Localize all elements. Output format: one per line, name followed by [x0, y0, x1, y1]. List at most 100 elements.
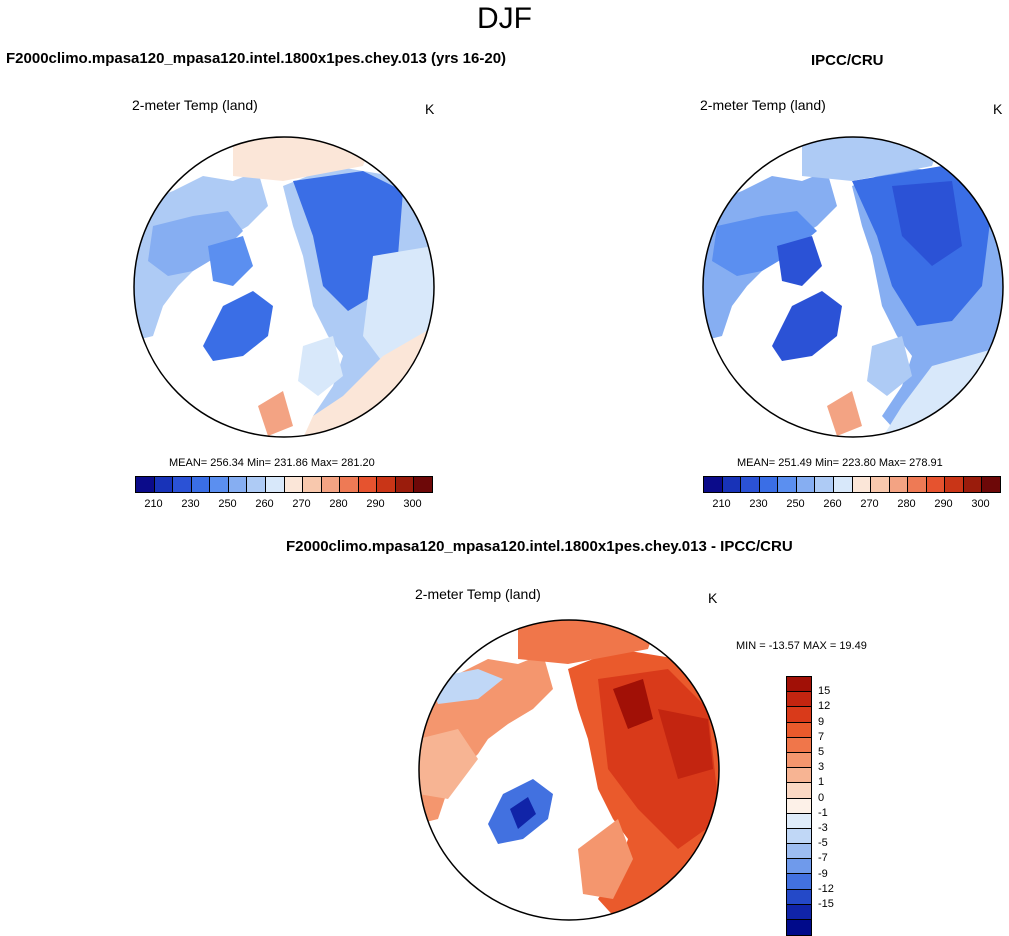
- colorbar-tick-label: 280: [897, 498, 916, 510]
- colorbar-swatch: [787, 920, 811, 936]
- colorbar-swatch: [787, 813, 811, 829]
- colorbar-swatch: [815, 477, 834, 492]
- obs-units-label: K: [993, 101, 1003, 117]
- colorbar-swatch: [210, 477, 229, 492]
- colorbar-swatch: [247, 477, 266, 492]
- model-map: [133, 136, 435, 438]
- colorbar-swatch: [340, 477, 359, 492]
- colorbar-swatch: [395, 477, 415, 492]
- colorbar-swatch: [787, 722, 811, 738]
- colorbar-tick-label: -12: [818, 882, 834, 895]
- colorbar-swatch: [321, 477, 341, 492]
- colorbar-swatch: [787, 752, 811, 769]
- colorbar-swatch: [963, 477, 983, 492]
- colorbar-tick-label: -15: [818, 898, 834, 910]
- colorbar-tick-label: 270: [292, 498, 311, 510]
- colorbar-tick-label: -3: [818, 822, 828, 834]
- colorbar-swatch: [787, 737, 811, 753]
- colorbar-tick-label: 270: [860, 498, 879, 510]
- colorbar-tick-label: 12: [818, 700, 831, 713]
- colorbar-swatch: [228, 477, 248, 492]
- colorbar-tick-label: 230: [749, 498, 768, 510]
- colorbar-swatch: [303, 477, 322, 492]
- colorbar-swatch: [796, 477, 816, 492]
- colorbar-tick-label: 5: [818, 746, 825, 758]
- page-title: DJF: [477, 2, 532, 35]
- diff-colorbar-ticks: 15 12 9 7 5 3 1 0 -1 -3 -5 -7 -9 -12 -15: [818, 676, 848, 936]
- colorbar-swatch: [377, 477, 396, 492]
- colorbar-swatch: [945, 477, 964, 492]
- colorbar-swatch: [759, 477, 779, 492]
- colorbar-swatch: [173, 477, 192, 492]
- colorbar-tick-label: 1: [818, 776, 825, 789]
- colorbar-tick-label: -9: [818, 867, 828, 880]
- colorbar-tick-label: -7: [818, 852, 828, 865]
- obs-map: [702, 136, 1004, 438]
- colorbar-swatch: [787, 904, 811, 920]
- colorbar-swatch: [833, 477, 853, 492]
- colorbar-swatch: [284, 477, 304, 492]
- colorbar-tick-label: 290: [366, 498, 385, 510]
- colorbar-tick-label: 250: [786, 498, 805, 510]
- colorbar-swatch: [787, 889, 811, 905]
- colorbar-tick-label: 9: [818, 715, 825, 728]
- colorbar-tick-label: -1: [818, 806, 828, 819]
- model-units-label: K: [425, 101, 435, 117]
- obs-colorbar-ticks: 210 230 250 260 270 280 290 300: [703, 498, 999, 512]
- diff-units-label: K: [708, 590, 718, 606]
- colorbar-tick-label: 290: [934, 498, 953, 510]
- colorbar-tick-label: 0: [818, 791, 825, 804]
- model-colorbar-ticks: 210 230 250 260 270 280 290 300: [135, 498, 431, 512]
- colorbar-swatch: [871, 477, 890, 492]
- model-panel-title: F2000climo.mpasa120_mpasa120.intel.1800x…: [6, 50, 507, 67]
- colorbar-swatch: [787, 707, 811, 723]
- colorbar-tick-label: 210: [144, 498, 163, 510]
- colorbar-tick-label: -5: [818, 837, 828, 850]
- colorbar-swatch: [787, 874, 811, 890]
- colorbar-swatch: [358, 477, 378, 492]
- colorbar-swatch: [889, 477, 909, 492]
- colorbar-swatch: [787, 859, 811, 875]
- colorbar-swatch: [787, 768, 811, 784]
- diff-colorbar: [786, 676, 812, 936]
- model-colorbar: [135, 476, 433, 493]
- colorbar-tick-label: 260: [255, 498, 274, 510]
- colorbar-swatch: [787, 798, 811, 814]
- obs-variable-label: 2-meter Temp (land): [700, 97, 826, 113]
- diff-stats: MIN = -13.57 MAX = 19.49: [736, 640, 867, 652]
- colorbar-swatch: [926, 477, 946, 492]
- colorbar-tick-label: 7: [818, 730, 825, 743]
- colorbar-swatch: [787, 692, 811, 708]
- colorbar-swatch: [787, 783, 811, 799]
- colorbar-swatch: [982, 477, 1000, 492]
- colorbar-swatch: [787, 828, 811, 845]
- colorbar-swatch: [908, 477, 927, 492]
- colorbar-tick-label: 300: [403, 498, 422, 510]
- colorbar-swatch: [414, 477, 432, 492]
- model-stats: MEAN= 256.34 Min= 231.86 Max= 281.20: [169, 457, 375, 469]
- model-variable-label: 2-meter Temp (land): [132, 97, 258, 113]
- colorbar-swatch: [136, 477, 155, 492]
- colorbar-swatch: [741, 477, 760, 492]
- colorbar-swatch: [852, 477, 872, 492]
- colorbar-tick-label: 300: [971, 498, 990, 510]
- colorbar-swatch: [191, 477, 211, 492]
- obs-colorbar: [703, 476, 1001, 493]
- colorbar-tick-label: 280: [329, 498, 348, 510]
- colorbar-tick-label: 250: [218, 498, 237, 510]
- colorbar-tick-label: 210: [712, 498, 731, 510]
- obs-stats: MEAN= 251.49 Min= 223.80 Max= 278.91: [737, 457, 943, 469]
- obs-panel-title: IPCC/CRU: [811, 52, 884, 69]
- colorbar-swatch: [787, 677, 811, 693]
- colorbar-tick-label: 3: [818, 761, 825, 774]
- diff-variable-label: 2-meter Temp (land): [415, 586, 541, 602]
- colorbar-tick-label: 260: [823, 498, 842, 510]
- colorbar-swatch: [778, 477, 797, 492]
- colorbar-tick-label: 15: [818, 685, 831, 698]
- colorbar-swatch: [704, 477, 723, 492]
- colorbar-swatch: [787, 844, 811, 860]
- colorbar-swatch: [722, 477, 742, 492]
- diff-panel-title: F2000climo.mpasa120_mpasa120.intel.1800x…: [286, 538, 793, 555]
- colorbar-tick-label: 230: [181, 498, 200, 510]
- colorbar-swatch: [265, 477, 285, 492]
